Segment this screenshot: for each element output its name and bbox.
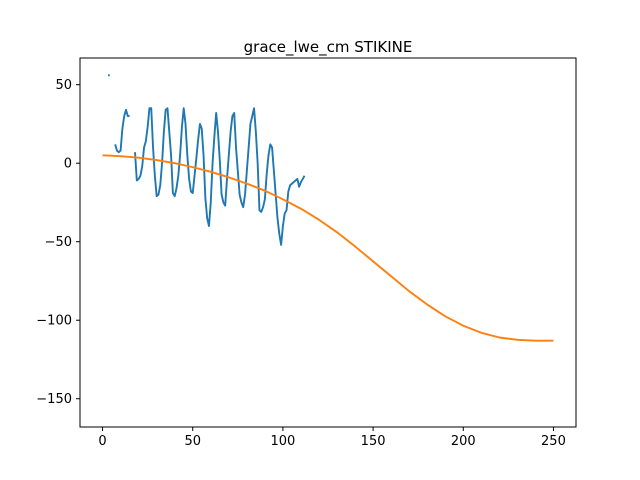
x-tick-label: 150 bbox=[361, 434, 386, 449]
y-tick-label: 50 bbox=[55, 78, 72, 93]
series-group bbox=[102, 74, 554, 342]
trend-line bbox=[102, 154, 554, 342]
y-tick-label: 0 bbox=[64, 157, 72, 172]
axes: 0 50 100 150 200 250 −150 −100 −50 0 50 bbox=[36, 57, 577, 449]
x-tick-label: 250 bbox=[541, 434, 566, 449]
series-line-segment-2 bbox=[134, 107, 306, 246]
series-line-segment-1 bbox=[114, 108, 130, 154]
plot-area bbox=[102, 74, 554, 342]
y-tick-label: −50 bbox=[45, 235, 72, 250]
x-tick-label: 100 bbox=[270, 434, 295, 449]
y-tick-label: −150 bbox=[36, 392, 72, 407]
x-tick-label: 0 bbox=[98, 434, 106, 449]
axes-frame bbox=[79, 57, 577, 428]
x-tick-label: 200 bbox=[451, 434, 476, 449]
chart-title: grace_lwe_cm STIKINE bbox=[244, 38, 413, 57]
x-tick-label: 50 bbox=[184, 434, 201, 449]
y-tick-label: −100 bbox=[36, 314, 72, 329]
